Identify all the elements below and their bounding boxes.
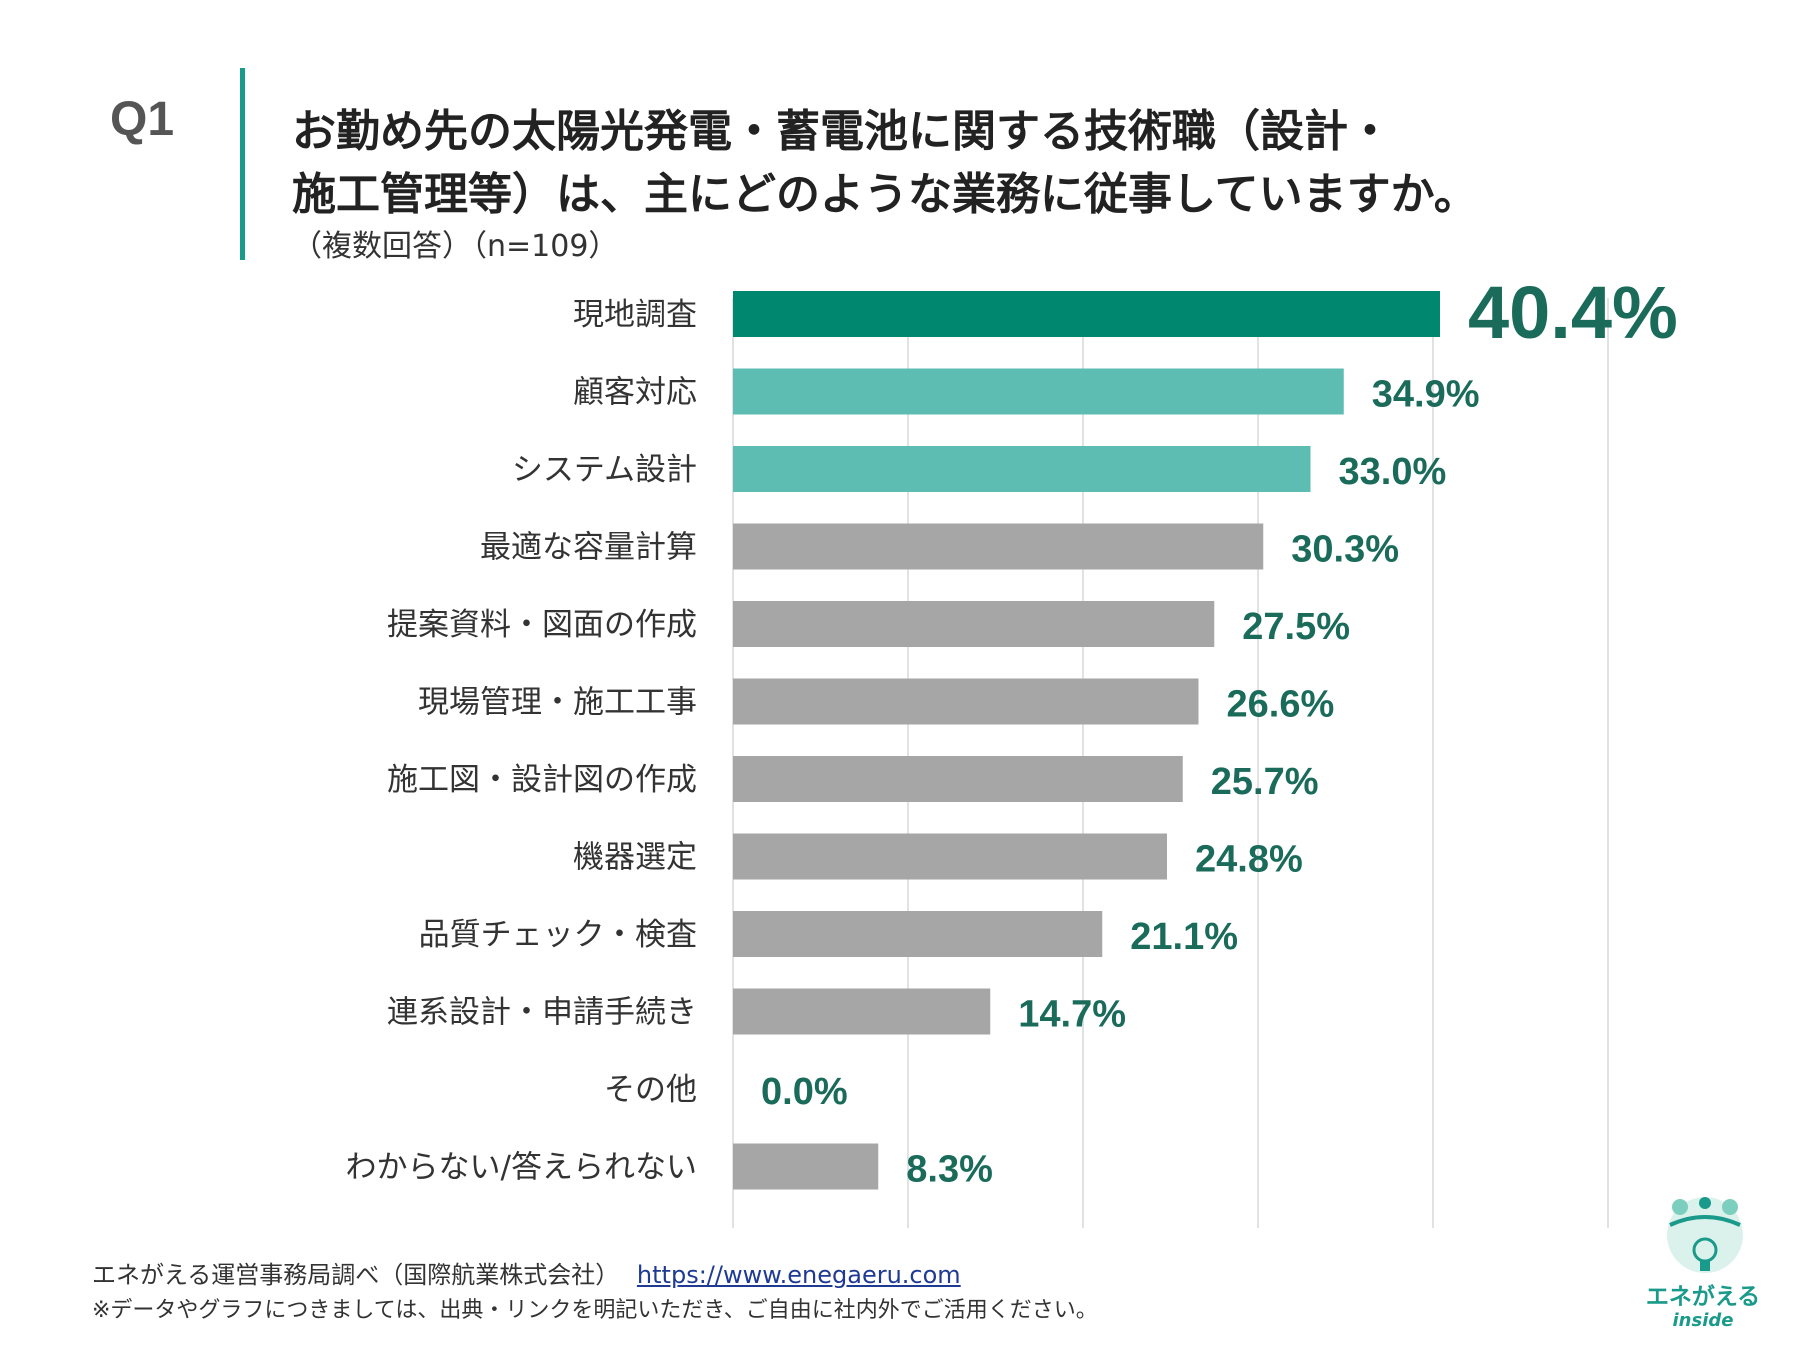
bar — [733, 756, 1183, 802]
source-text: エネがえる運営事務局調べ（国際航業株式会社） — [92, 1261, 620, 1289]
bar — [733, 833, 1167, 880]
chart-title-line-2: 施工管理等）は、主にどのような業務に従事していますか。 — [292, 169, 1478, 220]
category-label: 顧客対応 — [573, 375, 697, 411]
bar — [733, 523, 1264, 570]
category-label: わからない/答えられない — [346, 1150, 697, 1186]
data-label: 26.6% — [1227, 684, 1335, 726]
bar — [733, 446, 1311, 492]
bar — [733, 911, 1103, 957]
data-label: 8.3% — [906, 1149, 993, 1191]
bar — [733, 368, 1344, 415]
chart-title-line-1: お勤め先の太陽光発電・蓄電池に関する技術職（設計・ — [292, 106, 1392, 157]
bar — [733, 291, 1440, 337]
data-label: 30.3% — [1291, 529, 1399, 571]
data-label: 34.9% — [1372, 374, 1480, 416]
logo-sub: inside — [1672, 1310, 1734, 1331]
bar-chart: 現地調査 40.4% 顧客対応 34.9% システム設計 33.0% 最適な容量計算 30.3… — [346, 271, 1678, 1228]
category-label: 現地調査 — [573, 297, 697, 333]
category-label: 施工図・設計図の作成 — [387, 762, 697, 798]
category-label: 提案資料・図面の作成 — [387, 607, 697, 643]
data-label: 27.5% — [1242, 606, 1350, 648]
category-label: 最適な容量計算 — [480, 530, 697, 566]
data-label: 33.0% — [1339, 451, 1447, 493]
bar — [733, 1143, 879, 1190]
category-label: システム設計 — [512, 452, 697, 488]
logo-name: エネがえる — [1645, 1284, 1761, 1310]
category-label: 機器選定 — [573, 840, 697, 876]
data-label: 25.7% — [1211, 761, 1319, 803]
lightbulb-mascot-icon — [1667, 1197, 1743, 1273]
source-link[interactable]: https://www.enegaeru.com — [636, 1261, 961, 1289]
data-label: 40.4% — [1468, 271, 1678, 354]
data-label: 24.8% — [1195, 839, 1303, 881]
data-label: 21.1% — [1130, 916, 1238, 958]
question-number: Q1 — [110, 93, 175, 146]
bar — [733, 601, 1215, 647]
source-line: エネがえる運営事務局調べ（国際航業株式会社） https://www.enega… — [92, 1255, 961, 1290]
category-label: 連系設計・申請手続き — [387, 995, 697, 1031]
data-label: 14.7% — [1018, 994, 1126, 1036]
chart-subtitle: （複数回答）（n=109） — [292, 229, 619, 264]
usage-note: ※データやグラフにつきましては、出典・リンクを明記いただき、ご自由に社内外でご活… — [92, 1298, 1098, 1323]
category-label: 品質チェック・検査 — [419, 917, 697, 953]
category-label: 現場管理・施工工事 — [418, 685, 697, 721]
bar — [733, 988, 991, 1035]
category-label: その他 — [604, 1072, 697, 1108]
title-divider — [240, 68, 245, 260]
data-label: 0.0% — [761, 1071, 848, 1113]
bar — [733, 678, 1199, 725]
